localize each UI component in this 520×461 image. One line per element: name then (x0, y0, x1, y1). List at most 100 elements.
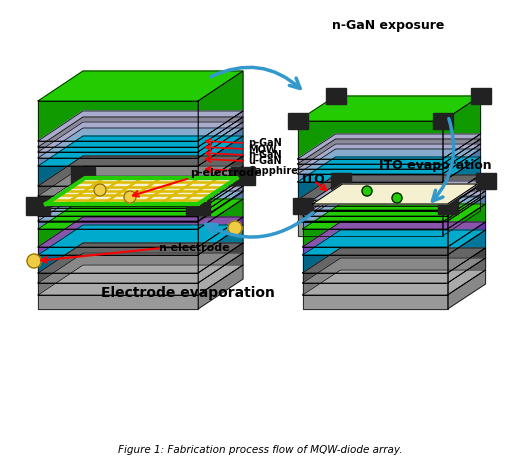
Polygon shape (303, 196, 486, 221)
Polygon shape (297, 121, 443, 159)
Polygon shape (198, 178, 243, 222)
Polygon shape (433, 113, 452, 129)
Polygon shape (38, 216, 198, 221)
Polygon shape (198, 71, 243, 141)
Polygon shape (303, 247, 448, 255)
Polygon shape (198, 111, 243, 147)
Polygon shape (198, 181, 243, 216)
Text: p-GaN: p-GaN (248, 138, 282, 148)
Text: MQW: MQW (248, 144, 277, 154)
Text: ITO evaporation: ITO evaporation (379, 160, 491, 172)
Polygon shape (443, 96, 480, 159)
Polygon shape (303, 221, 448, 229)
Polygon shape (198, 166, 243, 208)
Polygon shape (297, 210, 443, 222)
Polygon shape (475, 173, 496, 189)
Polygon shape (443, 139, 480, 169)
Polygon shape (297, 164, 443, 169)
Text: Sapphire: Sapphire (248, 166, 298, 176)
Polygon shape (303, 248, 486, 273)
Polygon shape (303, 204, 486, 229)
Polygon shape (38, 166, 198, 186)
Polygon shape (38, 178, 243, 208)
Polygon shape (38, 265, 243, 295)
Polygon shape (198, 156, 243, 196)
Polygon shape (448, 196, 486, 229)
Polygon shape (303, 270, 486, 295)
Polygon shape (448, 248, 486, 283)
Polygon shape (297, 222, 443, 236)
Polygon shape (303, 273, 448, 283)
Polygon shape (303, 229, 448, 247)
Polygon shape (38, 158, 198, 166)
Circle shape (362, 186, 372, 196)
Polygon shape (38, 156, 243, 186)
Polygon shape (38, 273, 198, 283)
Circle shape (27, 254, 41, 268)
Polygon shape (38, 186, 198, 196)
Polygon shape (448, 191, 486, 221)
Polygon shape (303, 191, 486, 216)
Polygon shape (198, 176, 243, 211)
Polygon shape (471, 88, 490, 104)
Polygon shape (198, 199, 243, 247)
Text: u-GaN: u-GaN (248, 156, 282, 166)
Polygon shape (303, 222, 486, 247)
Polygon shape (38, 128, 243, 158)
Polygon shape (38, 176, 243, 206)
Circle shape (228, 221, 242, 235)
Polygon shape (331, 173, 350, 189)
Polygon shape (38, 247, 198, 255)
Polygon shape (297, 185, 480, 210)
Polygon shape (38, 181, 243, 211)
Polygon shape (437, 198, 458, 214)
Polygon shape (38, 229, 198, 247)
Polygon shape (303, 283, 448, 295)
Polygon shape (38, 122, 243, 152)
Polygon shape (198, 186, 243, 221)
Polygon shape (38, 206, 198, 211)
Text: ITO: ITO (302, 173, 326, 186)
Polygon shape (198, 243, 243, 283)
Polygon shape (297, 144, 480, 169)
Polygon shape (448, 181, 486, 211)
Text: n-GaN exposure: n-GaN exposure (332, 19, 444, 32)
Text: n-GaN: n-GaN (248, 150, 282, 160)
Polygon shape (303, 186, 486, 211)
Polygon shape (38, 243, 243, 273)
Polygon shape (198, 136, 243, 186)
Polygon shape (38, 152, 198, 158)
Polygon shape (46, 178, 237, 204)
Polygon shape (38, 141, 198, 147)
Polygon shape (186, 197, 210, 215)
Polygon shape (297, 174, 443, 182)
Polygon shape (38, 253, 243, 283)
Polygon shape (313, 184, 477, 204)
Polygon shape (288, 113, 307, 129)
Polygon shape (71, 167, 95, 185)
Polygon shape (198, 128, 243, 166)
Polygon shape (26, 197, 50, 215)
Polygon shape (303, 211, 448, 216)
Polygon shape (443, 185, 480, 222)
Polygon shape (198, 117, 243, 152)
Polygon shape (443, 149, 480, 182)
Polygon shape (297, 157, 480, 182)
Polygon shape (297, 149, 480, 174)
Polygon shape (303, 295, 448, 309)
Polygon shape (448, 186, 486, 216)
Polygon shape (303, 216, 448, 221)
Polygon shape (38, 191, 243, 221)
Polygon shape (38, 283, 198, 295)
Polygon shape (448, 230, 486, 273)
Polygon shape (38, 71, 243, 101)
Polygon shape (198, 225, 243, 273)
Polygon shape (38, 196, 198, 208)
Circle shape (94, 184, 106, 196)
Polygon shape (38, 221, 198, 229)
Polygon shape (297, 96, 480, 121)
Polygon shape (231, 167, 255, 185)
Polygon shape (292, 198, 313, 214)
Polygon shape (443, 175, 480, 210)
Polygon shape (198, 265, 243, 309)
